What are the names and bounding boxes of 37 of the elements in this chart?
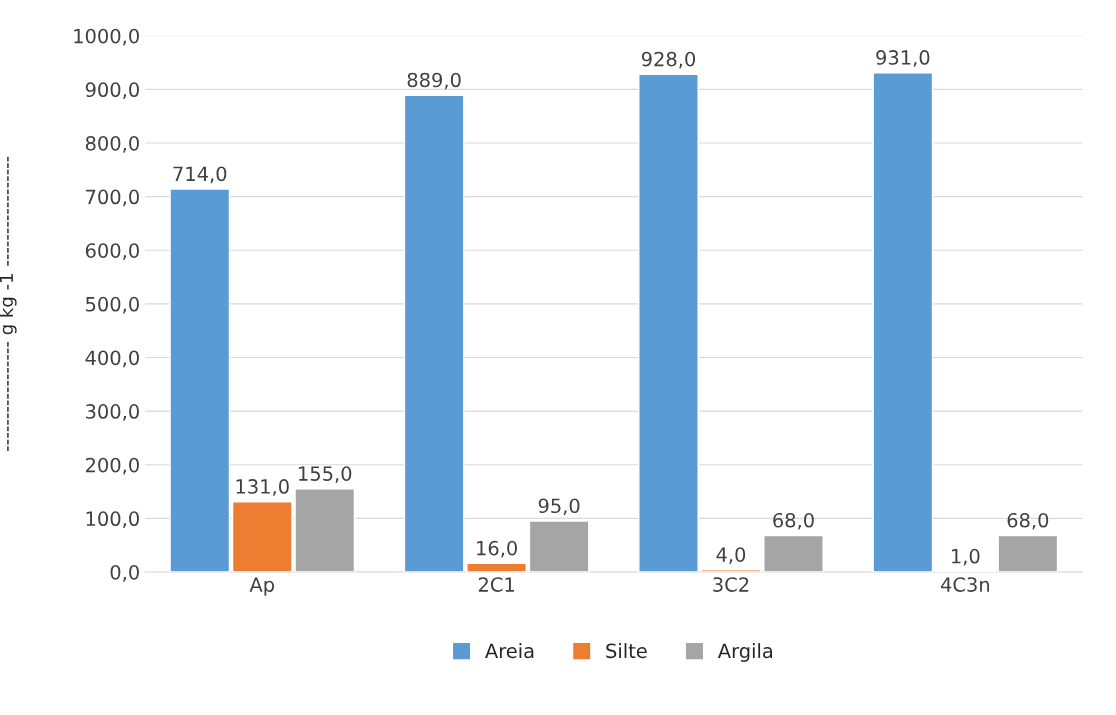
legend-label: Silte <box>606 643 647 659</box>
y-tick-label: 900,0 <box>85 82 139 100</box>
data-label: 16,0 <box>477 540 517 558</box>
y-tick-label: 400,0 <box>85 350 139 368</box>
y-axis-title: ----------------- g kg -1 ----------------- <box>0 156 17 451</box>
data-label: 95,0 <box>538 498 580 516</box>
x-tick-label: 2C1 <box>478 577 514 592</box>
bar <box>169 188 231 572</box>
x-tick-label: Ap <box>249 577 275 596</box>
legend-label: Argila <box>717 643 773 662</box>
y-tick-label: 0,0 <box>110 564 139 582</box>
data-label: 928,0 <box>641 51 696 69</box>
bar <box>763 534 824 572</box>
data-label: 889,0 <box>407 72 461 90</box>
data-label: 931,0 <box>876 50 930 67</box>
x-tick-label: 3C2 <box>713 577 749 592</box>
legend-label: Areia <box>485 643 534 659</box>
data-label: 68,0 <box>773 512 814 530</box>
data-label: 714,0 <box>173 166 227 184</box>
bar <box>700 569 762 572</box>
y-tick-label: 1000,0 <box>74 28 139 46</box>
y-tick-label: 700,0 <box>86 189 139 207</box>
y-tick-label: 200,0 <box>85 457 139 475</box>
data-label: 131,0 <box>236 479 289 496</box>
data-label: 1,0 <box>952 548 980 566</box>
y-tick-label: 500,0 <box>86 296 139 314</box>
data-label: 155,0 <box>299 466 352 483</box>
data-label: 4,0 <box>716 547 746 564</box>
y-tick-label: 100,0 <box>86 511 139 529</box>
bar <box>528 520 590 572</box>
bar <box>872 72 934 572</box>
y-tick-label: 600,0 <box>85 243 139 260</box>
data-label: 68,0 <box>1007 512 1049 530</box>
y-tick-label: 300,0 <box>86 404 139 421</box>
bar <box>638 73 699 572</box>
x-tick-label: 4C3n <box>940 577 990 592</box>
y-tick-label: 800,0 <box>85 135 139 153</box>
